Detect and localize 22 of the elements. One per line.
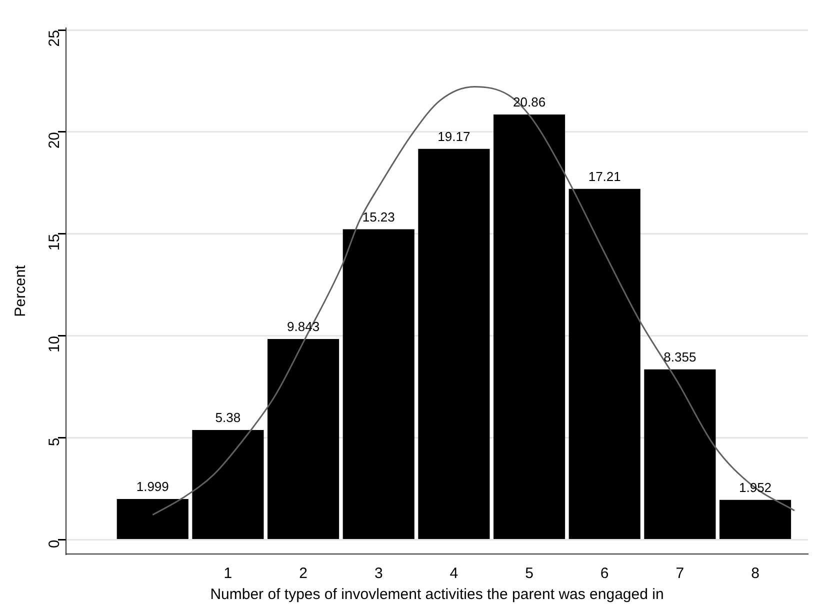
x-tick-label: 5 [525,565,534,582]
x-tick-label: 8 [751,565,760,582]
y-tick-label: 10 [46,336,64,353]
y-tick-label: 20 [46,132,64,149]
data-label: 1.999 [136,479,169,494]
data-label: 15.23 [362,209,395,224]
x-tick-label: 7 [676,565,684,582]
data-label: 19.17 [438,128,470,144]
data-label: 17.21 [588,168,621,184]
data-label: 8.355 [664,349,696,364]
x-tick-label: 4 [450,565,458,582]
y-tick-label: 5 [46,438,64,446]
x-tick-label: 1 [224,565,232,582]
x-tick-label: 2 [299,565,308,582]
x-tick-label: 3 [374,565,383,582]
x-tick-label: 6 [600,565,609,582]
y-tick-label: 0 [46,540,64,548]
y-tick-label: 25 [46,30,64,47]
data-label: 5.38 [215,410,241,426]
y-axis-title: Percent [12,264,30,317]
y-tick-label: 15 [46,234,64,251]
x-axis-title: Number of types of invovlement activities the parent was engaged in [210,586,664,604]
